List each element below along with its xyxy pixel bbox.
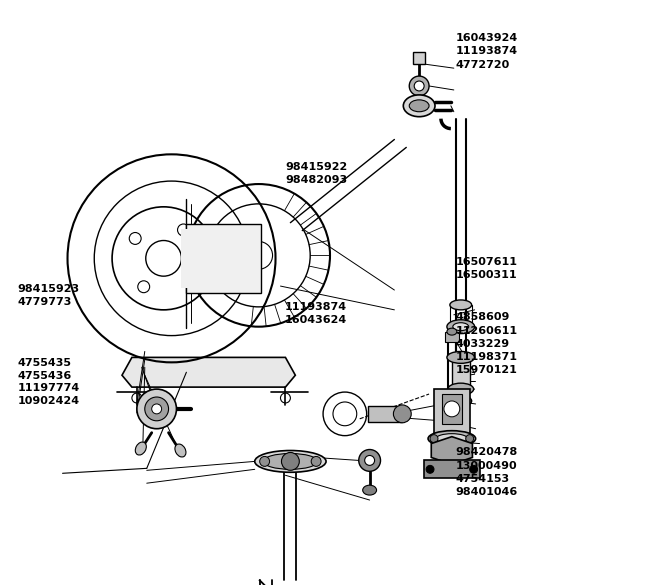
- Bar: [413, 52, 425, 64]
- Circle shape: [426, 465, 434, 473]
- Circle shape: [469, 465, 477, 473]
- Circle shape: [152, 404, 162, 414]
- Circle shape: [137, 389, 177, 429]
- Ellipse shape: [455, 397, 467, 405]
- Ellipse shape: [135, 442, 146, 455]
- Circle shape: [430, 435, 438, 443]
- Ellipse shape: [436, 434, 467, 443]
- Text: 16500311: 16500311: [455, 270, 517, 280]
- Text: 4772720: 4772720: [455, 60, 510, 70]
- Text: 4754153: 4754153: [455, 474, 510, 484]
- Text: 98420478: 98420478: [455, 447, 518, 457]
- Text: 11260611: 11260611: [455, 326, 518, 336]
- Ellipse shape: [450, 396, 471, 406]
- Bar: [445, 332, 459, 342]
- Text: 4779773: 4779773: [18, 297, 72, 307]
- Text: 11193874: 11193874: [285, 302, 348, 312]
- Circle shape: [409, 76, 429, 96]
- Polygon shape: [122, 358, 295, 387]
- Ellipse shape: [447, 320, 475, 333]
- Circle shape: [311, 456, 321, 466]
- Circle shape: [444, 401, 460, 417]
- Circle shape: [465, 435, 473, 443]
- Ellipse shape: [450, 300, 471, 310]
- Text: 98482093: 98482093: [285, 175, 348, 185]
- Circle shape: [393, 405, 411, 423]
- Text: 98401046: 98401046: [455, 487, 518, 497]
- Polygon shape: [431, 437, 473, 465]
- Text: 16507611: 16507611: [455, 257, 518, 267]
- Text: 15970121: 15970121: [455, 365, 518, 375]
- Circle shape: [145, 397, 169, 421]
- Ellipse shape: [428, 430, 475, 446]
- Text: 10902424: 10902424: [18, 396, 79, 406]
- Bar: [452, 359, 469, 389]
- Ellipse shape: [403, 95, 435, 116]
- Text: 16043624: 16043624: [285, 315, 348, 325]
- Text: 11198371: 11198371: [455, 352, 518, 362]
- Bar: [187, 223, 261, 293]
- Ellipse shape: [263, 453, 318, 469]
- Ellipse shape: [409, 100, 429, 112]
- Bar: [181, 229, 201, 288]
- Ellipse shape: [175, 444, 186, 457]
- Ellipse shape: [447, 328, 457, 335]
- Circle shape: [359, 449, 381, 472]
- Text: 98415922: 98415922: [285, 162, 348, 172]
- Circle shape: [365, 456, 375, 465]
- Text: 11193874: 11193874: [455, 45, 518, 55]
- Ellipse shape: [363, 485, 377, 495]
- Circle shape: [281, 453, 299, 470]
- Bar: [434, 389, 469, 439]
- Text: 4033229: 4033229: [455, 339, 510, 349]
- Ellipse shape: [447, 352, 475, 363]
- Text: 4858609: 4858609: [455, 312, 510, 322]
- Ellipse shape: [448, 383, 473, 395]
- Text: 4755435: 4755435: [18, 358, 71, 368]
- Text: 11197774: 11197774: [18, 383, 80, 393]
- Text: 13000490: 13000490: [455, 461, 517, 471]
- Circle shape: [260, 456, 269, 466]
- Bar: [442, 394, 462, 424]
- Text: 98415923: 98415923: [18, 285, 79, 295]
- Bar: [367, 406, 402, 422]
- Ellipse shape: [255, 450, 326, 472]
- Circle shape: [414, 81, 424, 91]
- Ellipse shape: [453, 323, 469, 330]
- Text: 4755436: 4755436: [18, 370, 71, 380]
- Bar: [424, 460, 479, 478]
- Text: 16043924: 16043924: [455, 33, 518, 43]
